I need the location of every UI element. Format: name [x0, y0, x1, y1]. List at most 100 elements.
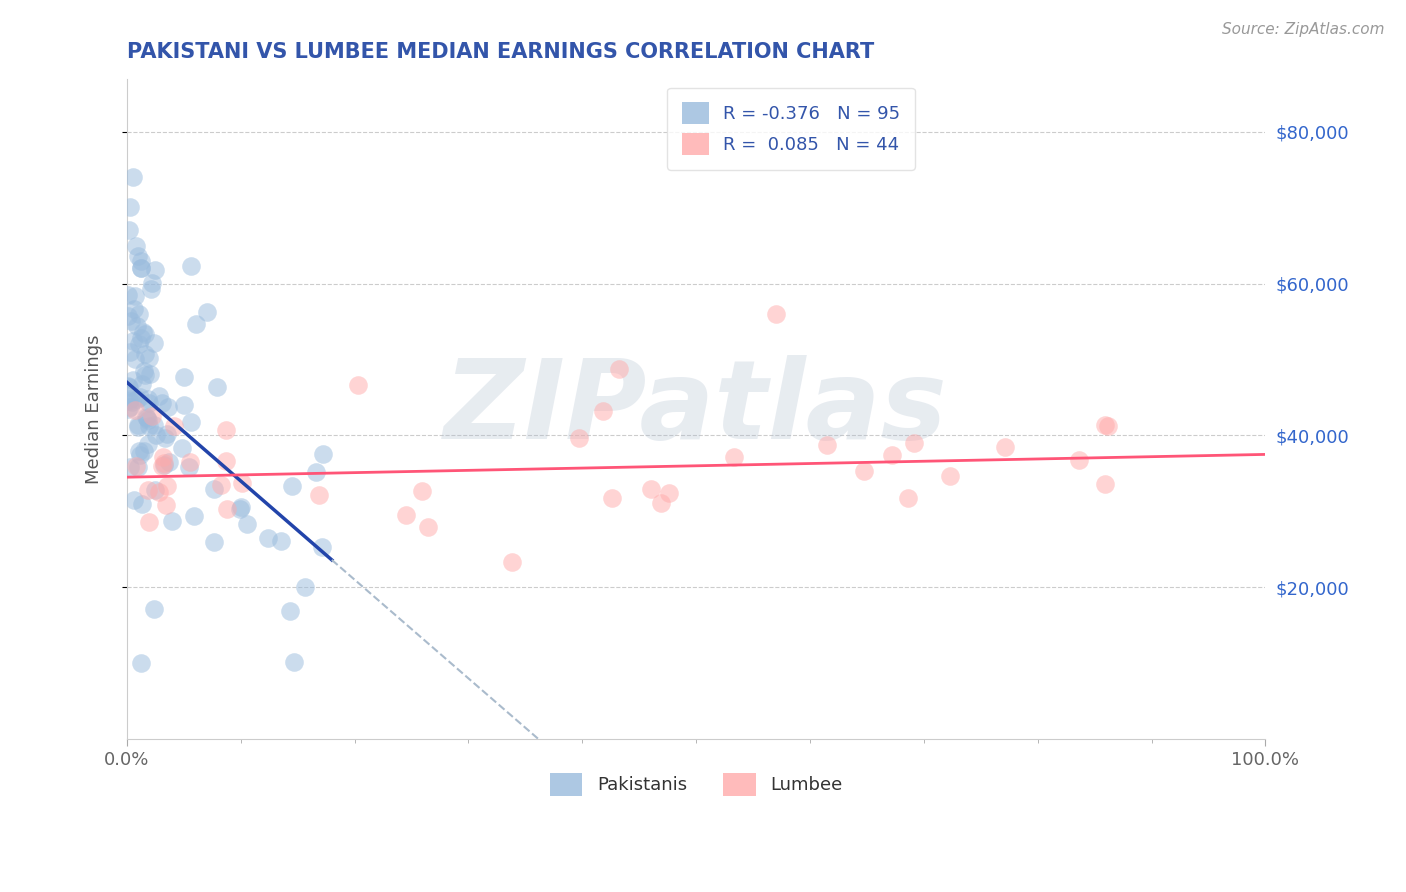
Point — [308, 488, 330, 502]
Point — [134, 326, 156, 341]
Point — [131, 497, 153, 511]
Point — [134, 444, 156, 458]
Point — [852, 464, 875, 478]
Point — [501, 555, 523, 569]
Point — [202, 482, 225, 496]
Point — [128, 337, 150, 351]
Point — [172, 441, 194, 455]
Point — [129, 261, 152, 276]
Point — [138, 392, 160, 406]
Y-axis label: Median Earnings: Median Earnings — [86, 334, 103, 483]
Point — [118, 392, 141, 406]
Point — [195, 304, 218, 318]
Point — [129, 253, 152, 268]
Point — [183, 508, 205, 523]
Point — [136, 483, 159, 497]
Point — [139, 282, 162, 296]
Point — [120, 459, 142, 474]
Point — [658, 485, 681, 500]
Text: ZIPatlas: ZIPatlas — [444, 355, 948, 462]
Point — [142, 602, 165, 616]
Point — [131, 261, 153, 276]
Point — [156, 479, 179, 493]
Point — [155, 498, 177, 512]
Point — [215, 454, 238, 468]
Point — [209, 477, 232, 491]
Point — [117, 287, 139, 301]
Point — [568, 431, 591, 445]
Point — [135, 410, 157, 425]
Point — [125, 392, 148, 407]
Point — [173, 370, 195, 384]
Point — [153, 458, 176, 472]
Point — [124, 351, 146, 366]
Point — [136, 413, 159, 427]
Point — [600, 491, 623, 506]
Point — [180, 259, 202, 273]
Point — [177, 460, 200, 475]
Point — [117, 223, 139, 237]
Point — [127, 249, 149, 263]
Point — [1094, 418, 1116, 433]
Point — [283, 656, 305, 670]
Point — [311, 540, 333, 554]
Point — [202, 535, 225, 549]
Point — [903, 436, 925, 450]
Point — [229, 500, 252, 514]
Point — [128, 448, 150, 462]
Point — [138, 395, 160, 409]
Point — [765, 307, 787, 321]
Point — [305, 466, 328, 480]
Point — [395, 508, 418, 523]
Point — [278, 604, 301, 618]
Point — [135, 410, 157, 425]
Point — [138, 351, 160, 365]
Point — [143, 483, 166, 497]
Point — [152, 458, 174, 473]
Point — [138, 515, 160, 529]
Point — [205, 380, 228, 394]
Point — [155, 431, 177, 445]
Point — [157, 455, 180, 469]
Point — [118, 394, 141, 409]
Point — [120, 200, 142, 214]
Point — [270, 534, 292, 549]
Point — [117, 379, 139, 393]
Point — [173, 398, 195, 412]
Point — [131, 377, 153, 392]
Point — [815, 438, 838, 452]
Point — [124, 289, 146, 303]
Point — [231, 475, 253, 490]
Point — [723, 450, 745, 464]
Point — [117, 401, 139, 416]
Point — [120, 400, 142, 414]
Point — [179, 455, 201, 469]
Legend: Pakistanis, Lumbee: Pakistanis, Lumbee — [543, 766, 849, 803]
Point — [156, 426, 179, 441]
Point — [160, 514, 183, 528]
Point — [122, 334, 145, 348]
Point — [416, 520, 439, 534]
Point — [122, 301, 145, 316]
Point — [257, 531, 280, 545]
Point — [141, 409, 163, 423]
Point — [128, 390, 150, 404]
Point — [121, 395, 143, 409]
Point — [121, 170, 143, 185]
Point — [118, 380, 141, 394]
Point — [145, 428, 167, 442]
Point — [1097, 418, 1119, 433]
Text: Source: ZipAtlas.com: Source: ZipAtlas.com — [1222, 22, 1385, 37]
Point — [312, 447, 335, 461]
Point — [127, 318, 149, 333]
Point — [117, 309, 139, 323]
Point — [163, 419, 186, 434]
Point — [129, 330, 152, 344]
Point — [294, 580, 316, 594]
Point — [128, 307, 150, 321]
Point — [128, 443, 150, 458]
Point — [215, 423, 238, 437]
Point — [118, 345, 141, 359]
Point — [127, 459, 149, 474]
Point — [143, 263, 166, 277]
